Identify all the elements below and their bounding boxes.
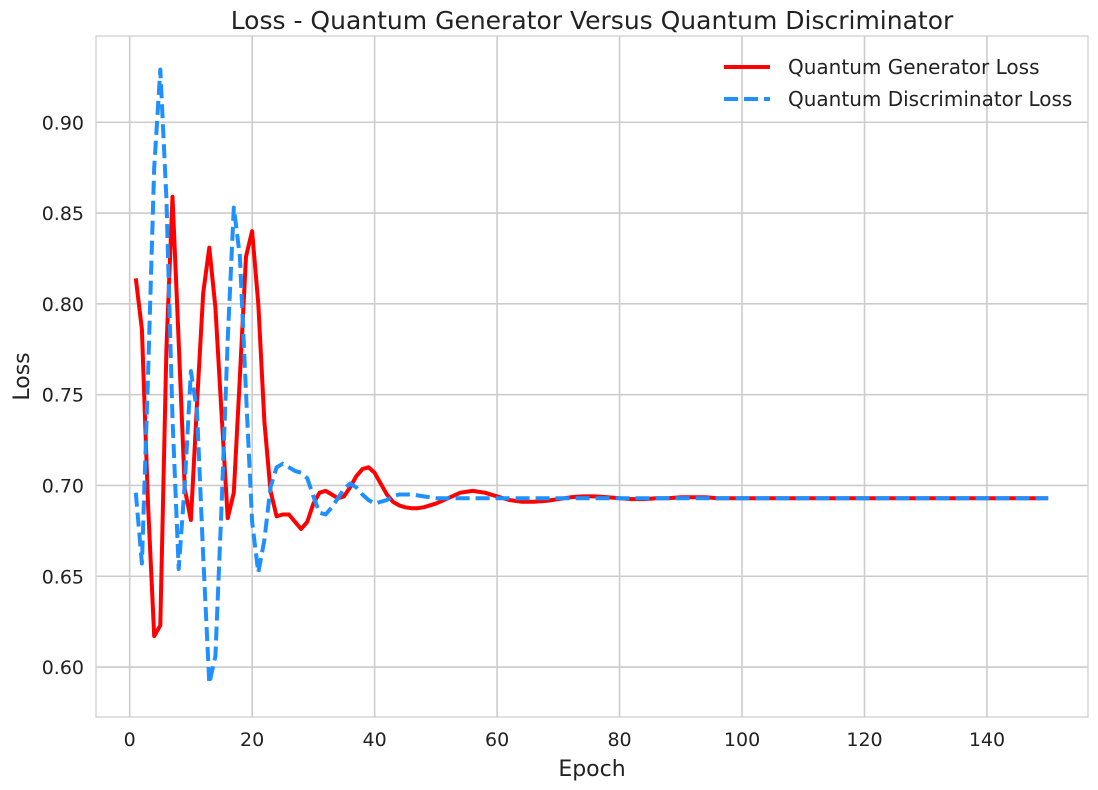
x-tick-label: 100 bbox=[724, 729, 760, 751]
x-tick-label: 140 bbox=[969, 729, 1005, 751]
y-tick-label: 0.60 bbox=[42, 657, 84, 679]
x-tick-label: 80 bbox=[607, 729, 631, 751]
legend: Quantum Generator Loss Quantum Discrimin… bbox=[724, 55, 1072, 111]
x-tick-label: 0 bbox=[124, 729, 136, 751]
x-tick-label: 120 bbox=[846, 729, 882, 751]
x-axis-label: Epoch bbox=[558, 757, 625, 782]
plot-area bbox=[95, 35, 1089, 718]
series-layer bbox=[133, 67, 1049, 686]
legend-label-discriminator: Quantum Discriminator Loss bbox=[788, 87, 1072, 111]
y-tick-label: 0.85 bbox=[42, 203, 84, 225]
y-tick-label: 0.80 bbox=[42, 294, 84, 316]
chart-title: Loss - Quantum Generator Versus Quantum … bbox=[231, 6, 954, 35]
x-tick-label: 40 bbox=[363, 729, 387, 751]
y-tick-label: 0.70 bbox=[42, 475, 84, 497]
y-tick-label: 0.90 bbox=[42, 112, 84, 134]
series-line-discriminator bbox=[133, 67, 1049, 686]
tick-labels: 0 20 40 60 80 100 120 140 0.60 0.65 0.70 0.75 0.80 0.… bbox=[42, 112, 1005, 751]
y-tick-label: 0.75 bbox=[42, 385, 84, 407]
x-tick-label: 60 bbox=[485, 729, 509, 751]
y-axis-label: Loss bbox=[10, 352, 35, 400]
y-tick-label: 0.65 bbox=[42, 566, 84, 588]
x-tick-label: 20 bbox=[240, 729, 264, 751]
grid-lines bbox=[96, 36, 1088, 717]
legend-label-generator: Quantum Generator Loss bbox=[788, 55, 1040, 79]
